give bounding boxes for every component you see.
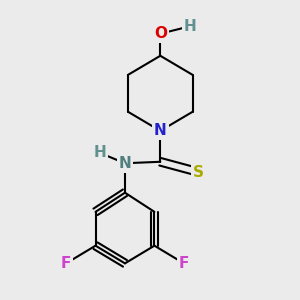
Text: N: N	[154, 123, 167, 138]
Text: F: F	[179, 256, 189, 271]
Text: O: O	[154, 26, 167, 41]
Text: H: H	[94, 146, 106, 160]
Text: F: F	[61, 256, 71, 271]
Text: N: N	[118, 156, 131, 171]
Text: S: S	[193, 165, 204, 180]
Text: H: H	[183, 19, 196, 34]
